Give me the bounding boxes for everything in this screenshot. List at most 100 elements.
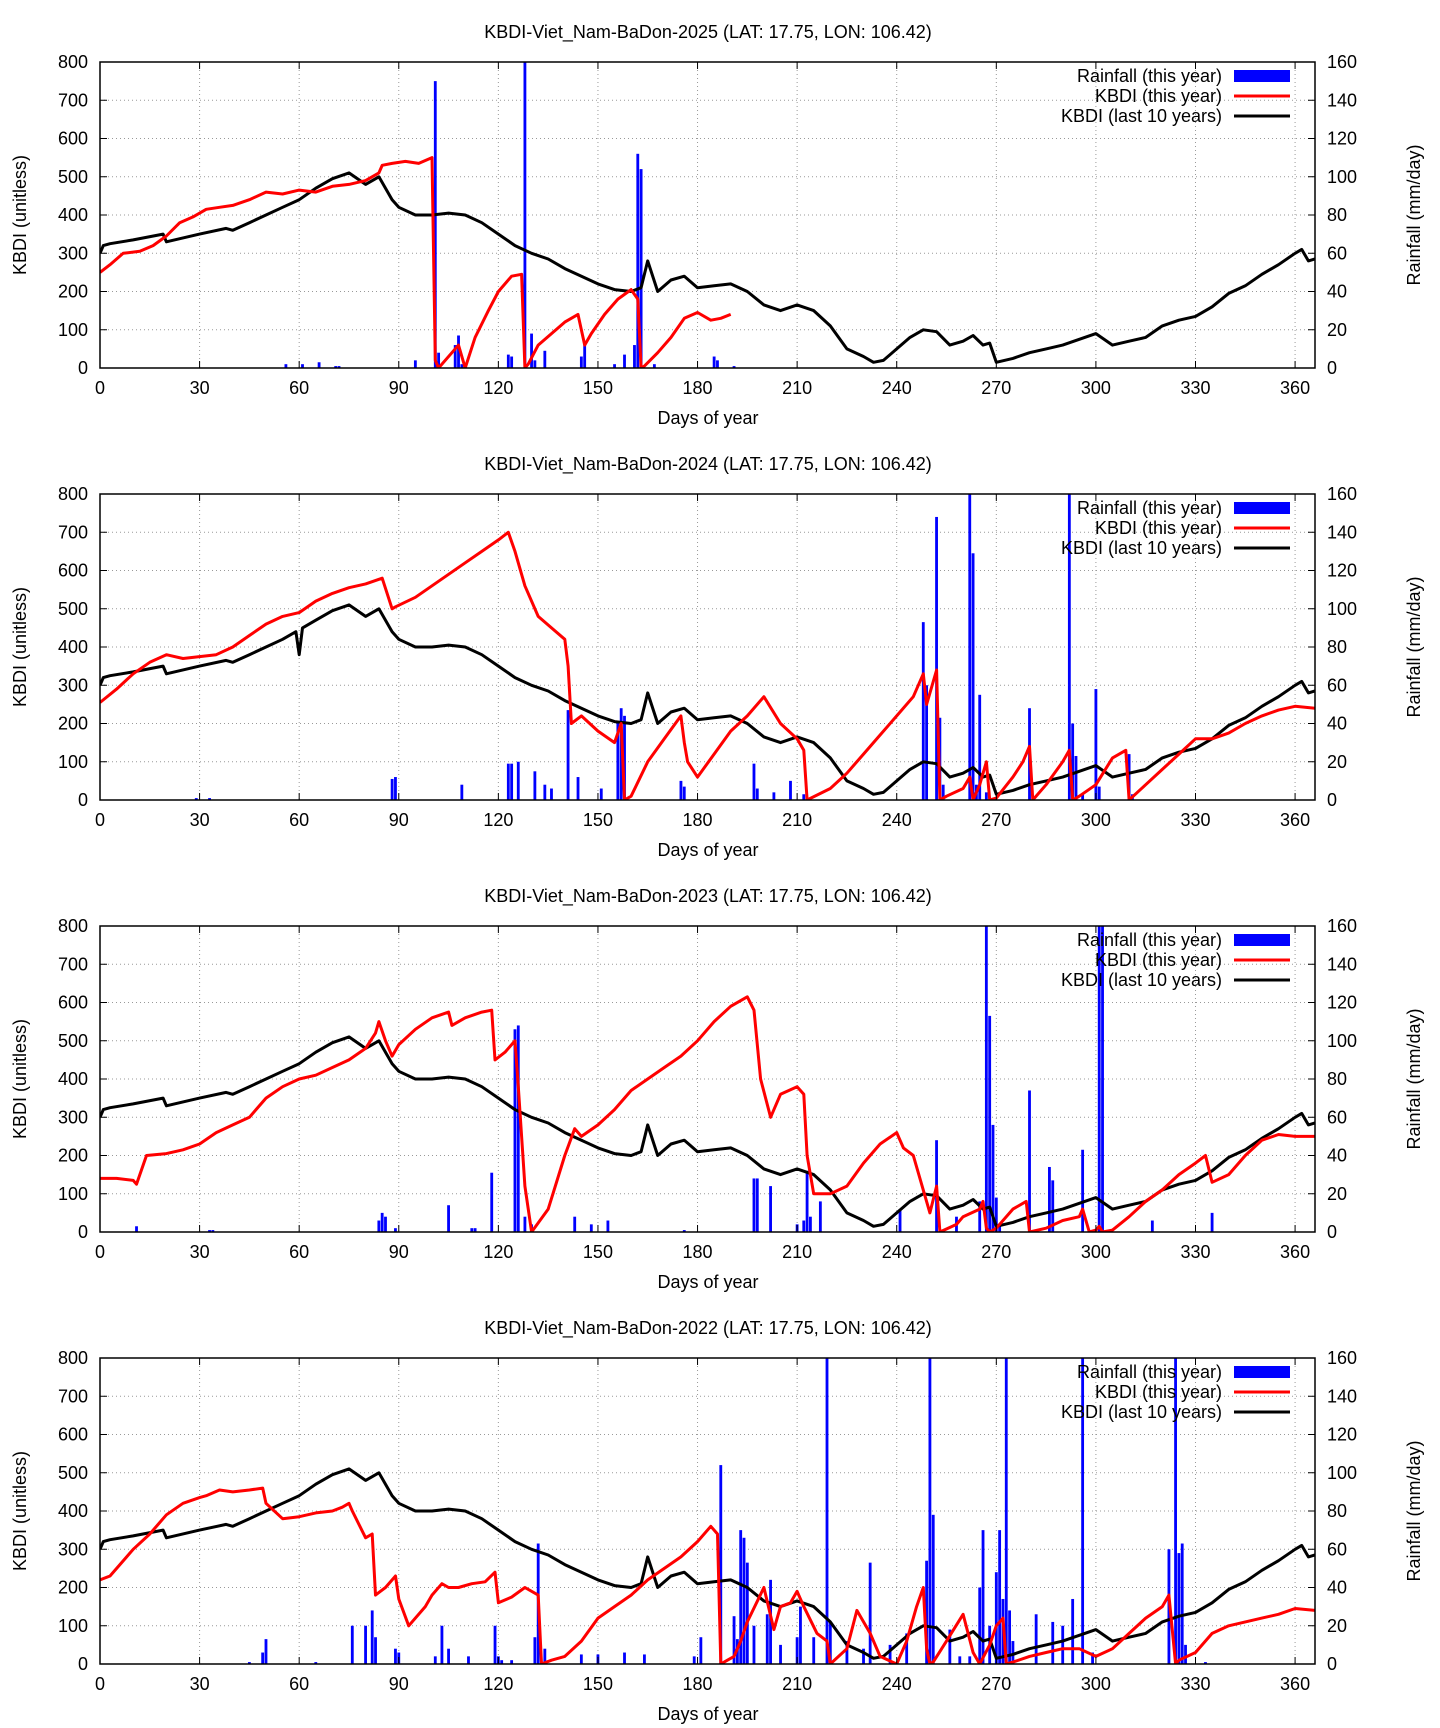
- rainfall-bar: [862, 1648, 865, 1664]
- legend-label: Rainfall (this year): [1077, 66, 1222, 86]
- chart-title: KBDI-Viet_Nam-BaDon-2025 (LAT: 17.75, LO…: [484, 22, 932, 43]
- y-tick-label: 700: [58, 90, 88, 110]
- rainfall-bar: [1008, 1610, 1012, 1664]
- rainfall-bar: [772, 792, 776, 800]
- x-tick-label: 270: [981, 378, 1011, 398]
- rainfall-bar: [533, 1637, 537, 1664]
- rainfall-bar: [1094, 689, 1098, 800]
- x-tick-label: 150: [583, 1674, 613, 1694]
- rainfall-bar: [868, 1562, 872, 1664]
- rainfall-bar: [337, 366, 341, 368]
- rainfall-bar: [971, 553, 975, 800]
- rainfall-bar: [1174, 1358, 1177, 1664]
- y-tick-label: 100: [58, 1616, 88, 1636]
- y-tick-label: 600: [58, 561, 88, 581]
- x-tick-label: 360: [1280, 378, 1310, 398]
- rainfall-bar: [789, 780, 792, 800]
- kbdi-10yr-line: [100, 1035, 1315, 1228]
- x-tick-label: 30: [190, 810, 210, 830]
- x-tick-label: 180: [683, 378, 713, 398]
- y-tick-label: 700: [58, 1386, 88, 1406]
- rainfall-bar: [682, 786, 686, 800]
- x-tick-label: 0: [95, 1674, 105, 1694]
- rainfall-bar: [769, 1186, 772, 1232]
- y2-tick-label: 100: [1327, 1031, 1357, 1051]
- legend-label: KBDI (this year): [1095, 518, 1222, 538]
- rainfall-bar: [457, 335, 460, 368]
- y2-tick-label: 0: [1327, 1654, 1337, 1674]
- rainfall-bar: [453, 345, 457, 368]
- y2-tick-label: 40: [1327, 714, 1347, 734]
- y-tick-label: 0: [78, 790, 88, 810]
- y2-tick-label: 100: [1327, 599, 1357, 619]
- rainfall-bar: [437, 352, 441, 368]
- x-tick-label: 30: [190, 1242, 210, 1262]
- rainfall-bar: [573, 1216, 577, 1232]
- rainfall-bar: [712, 356, 716, 368]
- y2-tick-label: 140: [1327, 954, 1357, 974]
- x-tick-label: 270: [981, 1242, 1011, 1262]
- x-tick-label: 240: [882, 378, 912, 398]
- y2-tick-label: 0: [1327, 790, 1337, 810]
- y-tick-label: 0: [78, 1222, 88, 1242]
- rainfall-bar: [682, 1230, 686, 1232]
- legend-label: Rainfall (this year): [1077, 498, 1222, 518]
- rainfall-bar: [394, 777, 397, 800]
- rainfall-bar: [732, 366, 736, 368]
- y2-tick-label: 80: [1327, 205, 1347, 225]
- kbdi-chart-svg: 0 30 60 90 120 150 180 210 240 270 300 330 360 0 100 20…: [10, 454, 1424, 860]
- rainfall-bar: [981, 1530, 985, 1664]
- rainfall-bar: [825, 1358, 829, 1664]
- rainfall-bar: [208, 1230, 211, 1232]
- y-tick-label: 500: [58, 167, 88, 187]
- x-tick-label: 90: [389, 810, 409, 830]
- rainfall-bar: [194, 798, 198, 800]
- rainfall-bar: [1081, 1149, 1085, 1232]
- rainfall-bar: [739, 1530, 743, 1664]
- rainfall-bar: [543, 1648, 547, 1664]
- kbdi-10yr-line: [100, 171, 1315, 364]
- rainfall-bar: [742, 1537, 746, 1664]
- x-tick-label: 180: [683, 1242, 713, 1262]
- rainfall-bar: [350, 1625, 354, 1664]
- rainfall-bar: [613, 364, 616, 368]
- y2-tick-label: 40: [1327, 282, 1347, 302]
- chart-title: KBDI-Viet_Nam-BaDon-2024 (LAT: 17.75, LO…: [484, 454, 932, 475]
- rainfall-bar: [623, 1652, 626, 1664]
- x-tick-label: 120: [483, 1674, 513, 1694]
- x-tick-label: 120: [483, 810, 513, 830]
- y-tick-label: 200: [58, 282, 88, 302]
- y-tick-label: 800: [58, 916, 88, 936]
- y2-tick-label: 40: [1327, 1146, 1347, 1166]
- legend-swatch-rainfall: [1234, 502, 1290, 514]
- x-tick-label: 120: [483, 378, 513, 398]
- rainfall-bar: [1004, 1358, 1008, 1664]
- rainfall-bar: [1091, 1652, 1094, 1664]
- kbdi-chart-svg: 0 30 60 90 120 150 180 210 240 270 300 330 360 0 100 20…: [10, 1318, 1424, 1724]
- rainfall-bar: [1034, 1614, 1038, 1664]
- rainfall-bar: [745, 1562, 749, 1664]
- rainfall-bar: [317, 362, 321, 368]
- x-axis-label: Days of year: [657, 1272, 758, 1292]
- rainfall-bar: [812, 1637, 816, 1664]
- kbdi-this-year-line: [100, 1486, 1315, 1664]
- y-axis-label: KBDI (unitless): [10, 155, 30, 275]
- rainfall-bar: [394, 1228, 397, 1232]
- rainfall-bar: [467, 1656, 470, 1664]
- rainfall-bar: [925, 685, 929, 800]
- rainfall-bar: [523, 62, 527, 368]
- rainfall-bar: [433, 81, 437, 368]
- rainfall-bar: [1210, 1212, 1214, 1232]
- rainfall-bar: [988, 1015, 992, 1232]
- rainfall-bar: [692, 1656, 696, 1664]
- y2-tick-label: 0: [1327, 358, 1337, 378]
- x-tick-label: 360: [1280, 1674, 1310, 1694]
- y-tick-label: 800: [58, 52, 88, 72]
- rainfall-bar: [510, 1660, 514, 1664]
- x-tick-label: 210: [782, 1674, 812, 1694]
- y-tick-label: 300: [58, 243, 88, 263]
- rainfall-bar: [1081, 794, 1085, 800]
- rainfall-bar: [576, 777, 580, 800]
- rainfall-bar: [799, 1606, 802, 1664]
